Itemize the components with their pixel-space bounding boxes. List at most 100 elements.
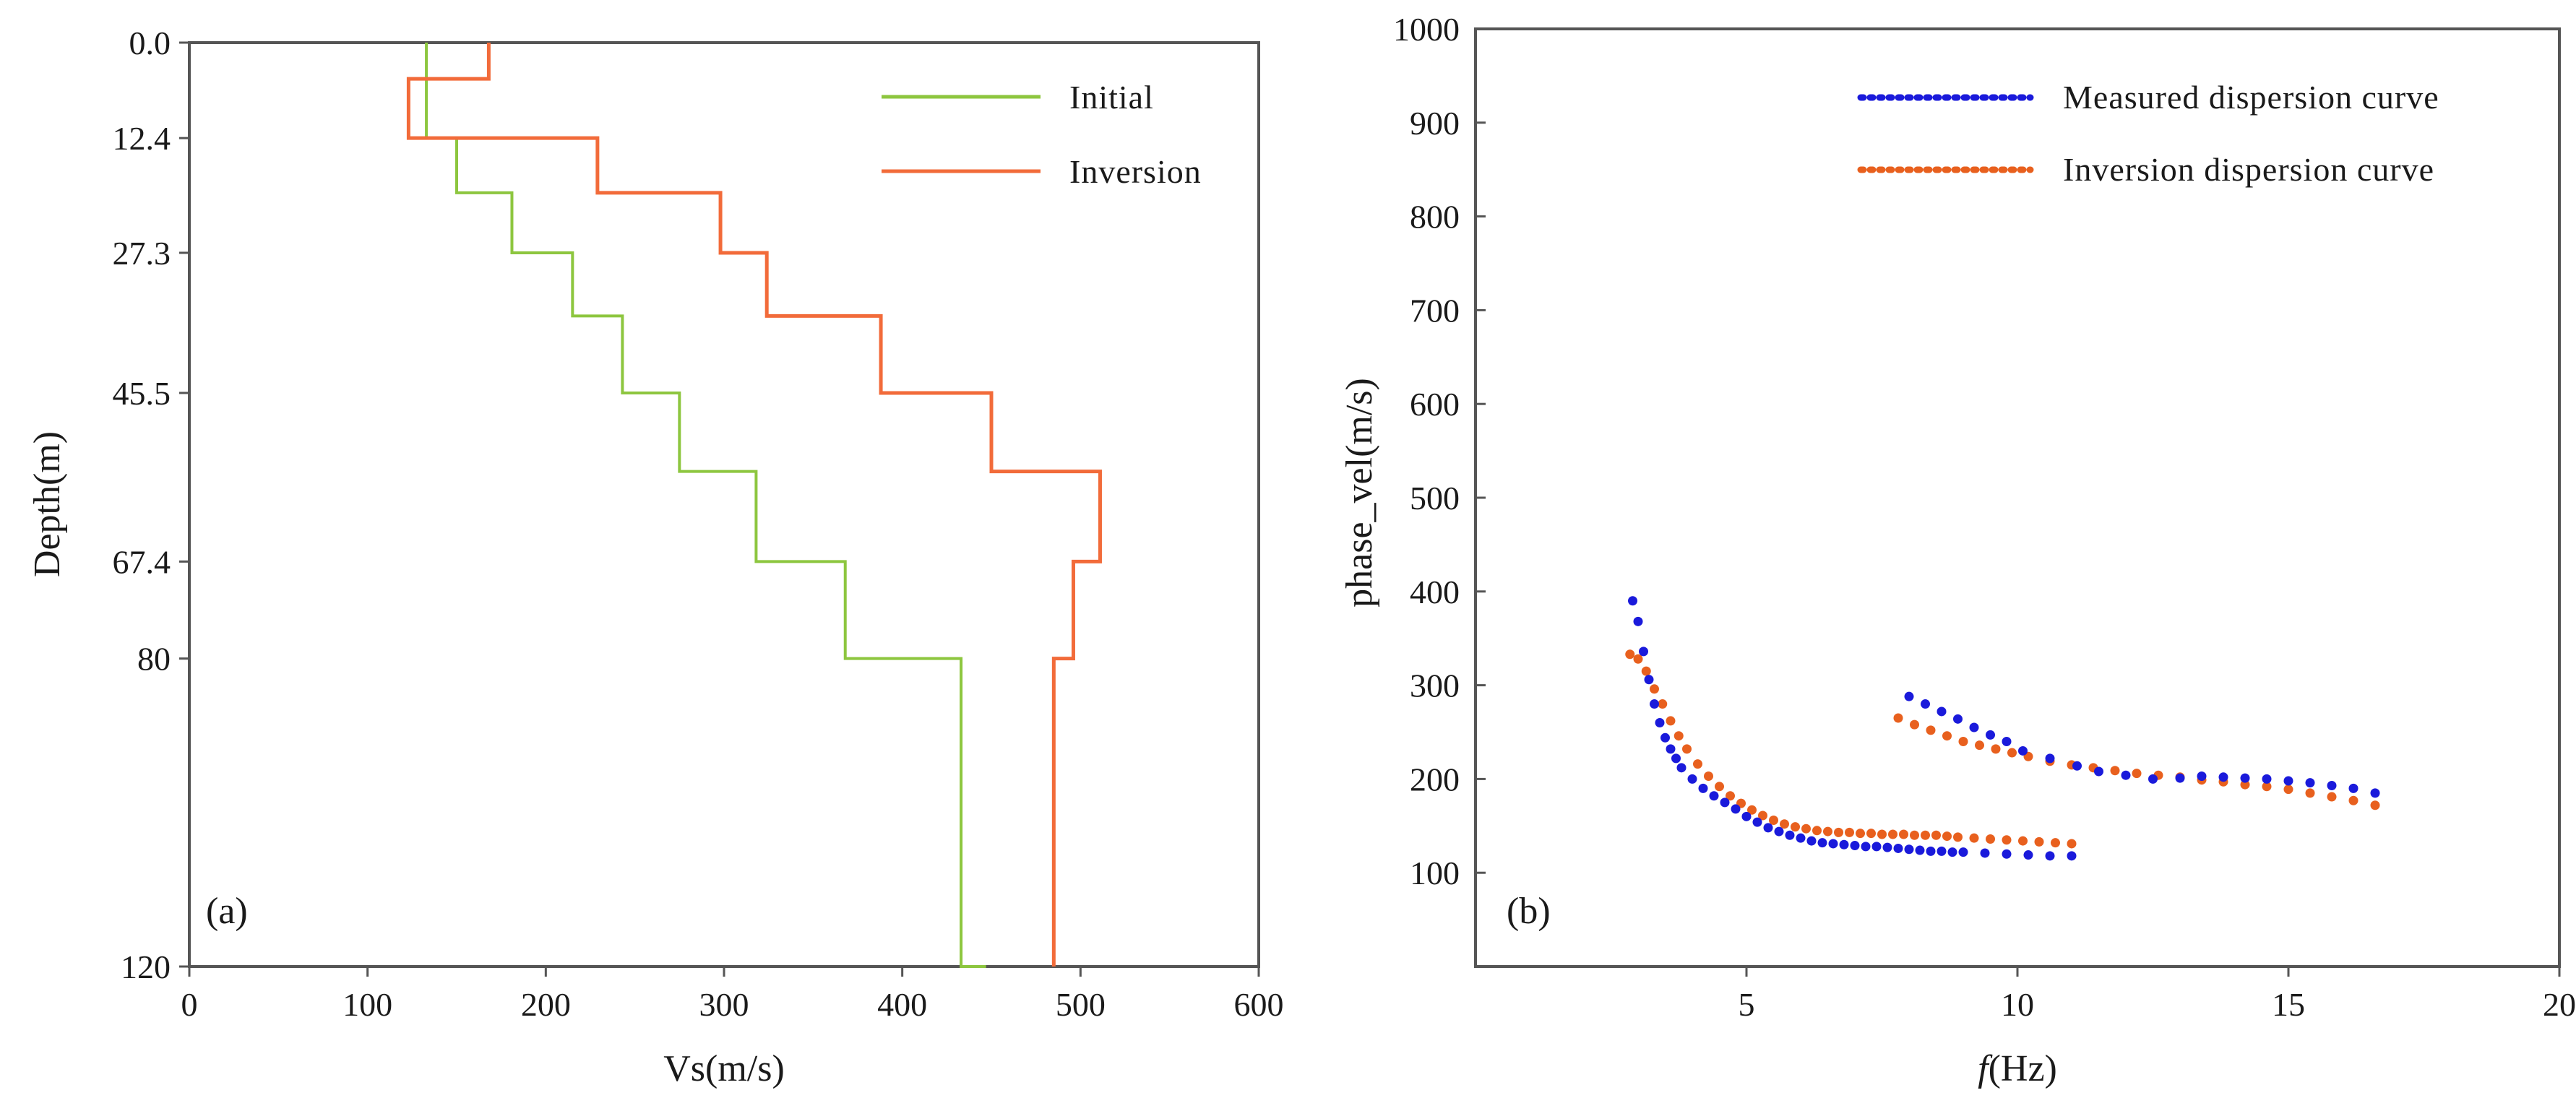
inversion-dispersion-point (2370, 800, 2380, 810)
measured-dispersion-point (2072, 761, 2082, 771)
measured-dispersion-point (1687, 774, 1697, 784)
inversion-dispersion-point (1666, 716, 1676, 726)
panel-b-tag: (b) (1507, 891, 1551, 932)
measured-dispersion-point (1644, 675, 1654, 685)
measured-dispersion-point (2262, 774, 2272, 784)
measured-dispersion-point (2045, 753, 2055, 764)
measured-dispersion-point (1720, 797, 1730, 808)
measured-dispersion-point (1828, 839, 1838, 849)
inversion-dispersion-point (1791, 822, 1800, 832)
x-tick-label: 0 (181, 986, 198, 1023)
measured-dispersion-point (1921, 699, 1930, 709)
measured-dispersion-point (1660, 732, 1670, 743)
measured-dispersion-point (1774, 826, 1784, 837)
x-tick-label: 400 (877, 986, 927, 1023)
panel-b-y-axis-title: phase_vel(m/s) (1339, 378, 1380, 608)
measured-dispersion-point (2067, 851, 2077, 861)
inversion-dispersion-point (1758, 810, 1767, 821)
y-tick-label: 45.5 (113, 375, 171, 412)
measured-dispersion-point (2018, 745, 2028, 756)
y-tick-label: 600 (1410, 386, 1460, 423)
inversion-dispersion-point (1893, 713, 1903, 723)
measured-dispersion-point (1861, 842, 1871, 852)
inversion-dispersion-point (2132, 769, 2142, 779)
y-tick-label: 0.0 (129, 25, 171, 61)
measured-dispersion-point (2148, 774, 2158, 784)
legend-label-inversion-dispersion: Inversion dispersion curve (2063, 151, 2434, 188)
inversion-dispersion-point (1958, 736, 1968, 746)
panel-b-y-ticks: 100 200 300 400 500 600 700 800 900 1000 (1393, 11, 1486, 891)
measured-dispersion-point (1752, 817, 1762, 827)
measured-dispersion-point (1671, 753, 1681, 764)
measured-dispersion-point (1969, 722, 1979, 732)
inversion-dispersion-point (1633, 654, 1643, 664)
y-tick-label: 900 (1410, 105, 1460, 142)
measured-dispersion-point (1698, 783, 1708, 793)
panel-a-series (406, 43, 1102, 968)
measured-dispersion-point (1785, 830, 1795, 840)
measured-dispersion-point (1893, 843, 1903, 853)
inversion-dispersion-point (1715, 782, 1724, 792)
inversion-dispersion-point (1910, 830, 1919, 840)
panel-b-series (1625, 596, 2380, 861)
measured-dispersion-point (1904, 844, 1914, 855)
y-tick-label: 500 (1410, 480, 1460, 516)
inversion-dispersion-point (2051, 838, 2060, 848)
inversion-dispersion-point (2327, 792, 2337, 802)
inversion-dispersion-point (1682, 744, 1692, 754)
panel-a-tag: (a) (206, 891, 248, 932)
inversion-dispersion-point (2002, 835, 2012, 845)
y-tick-label: 80 (137, 641, 171, 678)
inversion-dispersion-point (2110, 766, 2120, 776)
inversion-dispersion-point (1801, 824, 1811, 834)
measured-dispersion-point (2327, 780, 2337, 790)
inversion-dispersion-point (1942, 731, 1952, 741)
inversion-dispersion-point (1975, 740, 1984, 751)
inversion-dispersion-point (1953, 832, 1963, 842)
inversion-dispersion-point (1899, 829, 1908, 839)
inversion-dispersion-point (1986, 834, 1995, 844)
measured-dispersion-point (1628, 596, 1637, 606)
panel-a-depth-profile: 0.0 12.4 27.3 45.5 67.4 80 120 0 100 200 300 400 50… (27, 25, 1284, 1089)
measured-dispersion-point (1850, 841, 1860, 851)
inversion-dispersion-point (1921, 830, 1930, 840)
measured-dispersion-point (1763, 823, 1773, 833)
panel-b-x-ticks: 5 10 15 20 (1739, 967, 2576, 1023)
x-tick-label: 5 (1739, 986, 1755, 1023)
panel-a-legend: Initial Inversion (882, 79, 1201, 190)
measured-dispersion-point (1947, 847, 1957, 857)
measured-dispersion-point (1937, 706, 1947, 717)
y-tick-label: 300 (1410, 667, 1460, 704)
measured-dispersion-point (2240, 773, 2250, 783)
inversion-dispersion-point (1658, 699, 1668, 709)
panel-a-y-axis-title: Depth(m) (27, 431, 68, 577)
series-line-inversion (406, 43, 1102, 967)
panel-b-legend: Measured dispersion curve Inversion disp… (1857, 79, 2439, 188)
measured-dispersion-point (2023, 850, 2033, 860)
inversion-dispersion-point (1991, 744, 2001, 754)
measured-dispersion-point (2045, 851, 2055, 861)
measured-dispersion-point (2002, 849, 2012, 859)
measured-dispersion-point (1676, 763, 1687, 773)
measured-dispersion-point (1817, 838, 1827, 848)
inversion-dispersion-point (1704, 771, 1713, 782)
inversion-dispersion-point (1942, 831, 1952, 842)
measured-dispersion-point (1650, 699, 1659, 709)
inversion-dispersion-point (1845, 827, 1854, 837)
measured-dispersion-point (1980, 848, 1990, 858)
measured-dispersion-point (2121, 770, 2131, 780)
inversion-dispersion-point (1926, 725, 1936, 735)
measured-dispersion-point (1839, 839, 1849, 850)
measured-dispersion-point (2002, 736, 2012, 746)
inversion-dispersion-point (2034, 837, 2044, 847)
x-tick-label: 15 (2272, 986, 2305, 1023)
inversion-dispersion-point (1747, 805, 1757, 815)
inversion-dispersion-point (1650, 684, 1659, 694)
y-tick-label: 200 (1410, 761, 1460, 797)
inversion-dispersion-point (1780, 819, 1789, 829)
measured-dispersion-point (2175, 773, 2185, 783)
inversion-dispersion-point (1769, 816, 1778, 826)
inversion-dispersion-point (1641, 666, 1651, 676)
